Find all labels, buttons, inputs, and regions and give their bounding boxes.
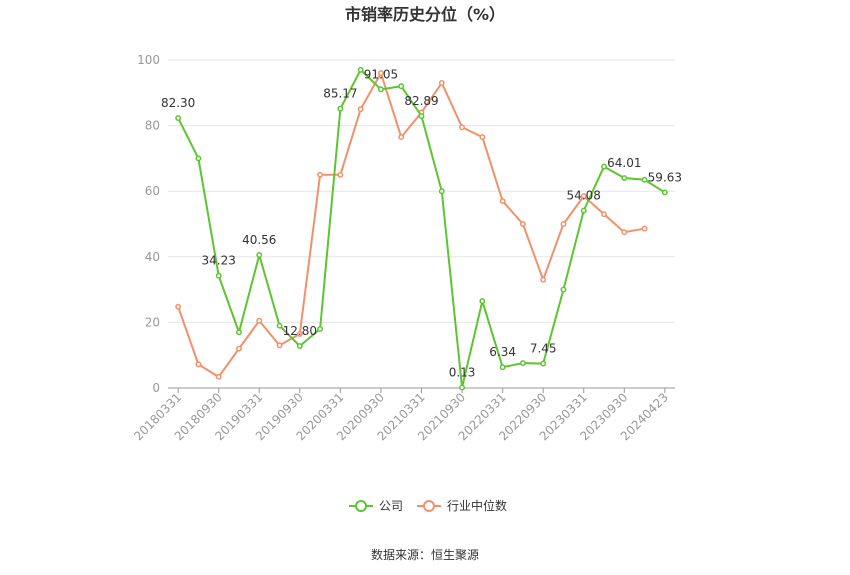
data-point[interactable]: [601, 163, 607, 170]
data-point[interactable]: [540, 360, 547, 367]
data-point[interactable]: [499, 364, 506, 371]
data-point[interactable]: [276, 322, 283, 329]
data-point[interactable]: [195, 155, 202, 162]
data-point[interactable]: [601, 211, 607, 218]
data-point[interactable]: [276, 342, 283, 349]
data-point[interactable]: [175, 115, 182, 122]
y-tick-label: 80: [145, 119, 160, 133]
source-note: 数据来源：恒生聚源: [371, 547, 479, 562]
data-point[interactable]: [560, 221, 567, 227]
data-point[interactable]: [438, 80, 445, 86]
data-point[interactable]: [398, 83, 405, 90]
chart-title: 市销率历史分位（%）: [345, 5, 505, 24]
data-point[interactable]: [479, 298, 486, 305]
data-label: 82.89: [404, 94, 438, 108]
data-point[interactable]: [499, 198, 506, 204]
series-line-1: [177, 72, 645, 378]
data-point[interactable]: [215, 373, 222, 380]
legend-label: 公司: [379, 499, 403, 513]
data-label: 0.13: [449, 366, 476, 380]
data-point[interactable]: [337, 171, 344, 178]
data-label: 91.05: [364, 67, 398, 81]
y-tick-label: 0: [152, 381, 160, 395]
data-point[interactable]: [519, 221, 526, 227]
data-label: 40.56: [242, 233, 276, 247]
legend-marker: [355, 500, 367, 512]
y-tick-label: 100: [137, 53, 160, 67]
data-point[interactable]: [641, 176, 648, 183]
legend-item-1[interactable]: 行业中位数: [417, 498, 507, 513]
data-point[interactable]: [418, 113, 425, 120]
data-label: 34.23: [202, 254, 236, 268]
legend-label: 行业中位数: [447, 498, 507, 513]
data-point[interactable]: [661, 189, 668, 196]
data-point[interactable]: [621, 229, 628, 236]
data-label: 54.08: [567, 189, 601, 203]
data-label: 82.30: [161, 96, 195, 110]
data-labels: 82.30 34.23 40.56 12.80 85.17 91.05 82.89 0.13 6…: [161, 67, 682, 379]
data-point[interactable]: [296, 343, 303, 349]
data-point[interactable]: [398, 134, 405, 141]
data-point[interactable]: [195, 361, 202, 368]
legend-item-0[interactable]: 公司: [349, 499, 403, 513]
data-point[interactable]: [621, 175, 628, 181]
data-point[interactable]: [540, 276, 547, 283]
data-label: 64.01: [607, 156, 641, 170]
data-point[interactable]: [377, 86, 384, 93]
data-point[interactable]: [357, 106, 364, 113]
legend-marker: [423, 500, 435, 512]
legend[interactable]: 公司 行业中位数: [349, 498, 507, 513]
data-point[interactable]: [317, 171, 324, 178]
y-tick-label: 60: [145, 184, 160, 198]
data-point[interactable]: [175, 303, 182, 310]
y-tick-label: 40: [145, 250, 160, 264]
data-label: 12.80: [283, 324, 317, 338]
data-label: 7.45: [530, 342, 557, 356]
data-point[interactable]: [337, 105, 344, 112]
data-point[interactable]: [580, 207, 587, 214]
y-axis: 0 20 40 60 80 100: [137, 53, 160, 395]
data-label: 85.17: [323, 87, 357, 101]
data-point[interactable]: [479, 134, 486, 141]
data-label: 6.34: [489, 345, 516, 359]
x-axis: 2018033120180930201903312019093020200331…: [131, 387, 675, 443]
series-group: [175, 66, 668, 391]
data-point[interactable]: [215, 272, 222, 279]
data-point[interactable]: [357, 66, 364, 73]
data-point[interactable]: [459, 384, 466, 391]
data-point[interactable]: [296, 330, 303, 337]
data-point[interactable]: [256, 317, 263, 324]
data-point[interactable]: [236, 329, 242, 336]
data-label: 59.63: [648, 170, 682, 184]
grid-lines: [168, 59, 675, 323]
y-tick-label: 20: [145, 315, 160, 329]
data-point[interactable]: [377, 70, 384, 77]
data-point[interactable]: [317, 326, 324, 332]
data-point[interactable]: [580, 193, 587, 200]
data-point[interactable]: [256, 252, 263, 258]
data-point[interactable]: [438, 188, 445, 195]
data-point[interactable]: [560, 286, 567, 293]
data-point[interactable]: [519, 360, 526, 367]
data-point[interactable]: [641, 225, 648, 232]
data-point[interactable]: [459, 124, 466, 131]
data-point[interactable]: [236, 345, 242, 352]
